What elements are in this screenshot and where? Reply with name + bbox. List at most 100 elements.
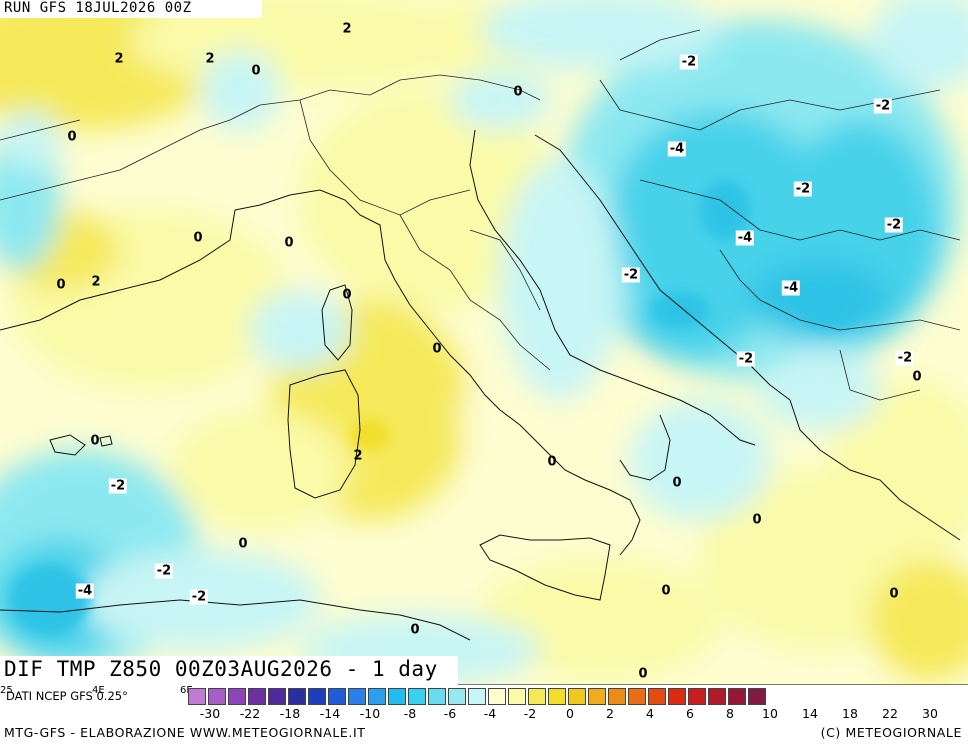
isoline-label: -2 [621, 267, 641, 283]
isoline-label: 0 [410, 622, 420, 638]
isoline-label: 0 [513, 84, 523, 100]
color-swatch [308, 688, 326, 705]
isoline-label: -4 [781, 280, 801, 296]
isoline-label: 0 [752, 512, 762, 528]
edge-label-25: 25 [0, 685, 13, 696]
isoline-label: -4 [735, 230, 755, 246]
color-scale-tick: -10 [359, 706, 381, 721]
anomaly-patches [0, 0, 968, 685]
color-swatch [208, 688, 226, 705]
isoline-label: -4 [667, 141, 687, 157]
edge-label-6e: 6E [180, 685, 193, 696]
isoline-label: 0 [432, 341, 442, 357]
isoline-label: 0 [238, 536, 248, 552]
isoline-label: 0 [912, 369, 922, 385]
coastlines [0, 129, 961, 641]
isoline-label: -2 [793, 181, 813, 197]
isoline-label: -2 [895, 350, 915, 366]
anomaly-cores [0, 35, 865, 635]
isoline-label: 0 [90, 433, 100, 449]
edge-label-4e: 4E [92, 685, 105, 696]
color-scale-tick: -4 [483, 706, 497, 721]
isoline-label: 0 [67, 129, 77, 145]
isoline-label: 2 [353, 448, 363, 464]
color-scale-tick: 22 [882, 706, 898, 721]
footer-credit: MTG-GFS - ELABORAZIONE WWW.METEOGIORNALE… [4, 725, 366, 740]
color-scale-tick: 30 [922, 706, 938, 721]
color-swatch [608, 688, 626, 705]
run-label: RUN GFS 18JUL2026 00Z [4, 0, 192, 16]
source-label: DATI NCEP GFS 0.25° [6, 689, 128, 703]
color-scale-tick: -22 [239, 706, 261, 721]
isoline-label: 2 [342, 21, 352, 37]
color-swatch [408, 688, 426, 705]
color-scale-tick: 6 [686, 706, 694, 721]
run-info-box: RUN GFS 18JUL2026 00Z [0, 0, 262, 18]
color-swatch [568, 688, 586, 705]
isoline-label: 2 [205, 51, 215, 67]
color-swatch [288, 688, 306, 705]
isoline-label: 0 [342, 287, 352, 303]
color-scale-tick: -8 [403, 706, 417, 721]
borders [0, 29, 961, 401]
color-scale-tick: 14 [802, 706, 818, 721]
color-swatch [188, 688, 206, 705]
isoline-label: -2 [736, 351, 756, 367]
isoline-label: -2 [884, 217, 904, 233]
isoline-label: 0 [638, 666, 648, 682]
footer-copyright: (C) METEOGIORNALE [820, 725, 962, 740]
color-swatch [548, 688, 566, 705]
color-swatch [588, 688, 606, 705]
color-swatch [708, 688, 726, 705]
isoline-label: -4 [75, 583, 95, 599]
isoline-label: 0 [889, 586, 899, 602]
isoline-label: 0 [56, 277, 66, 293]
isoline-label: 0 [547, 454, 557, 470]
isoline-label: 0 [661, 583, 671, 599]
color-swatch [748, 688, 766, 705]
anomaly-field [0, 0, 968, 685]
color-swatch [508, 688, 526, 705]
color-scale-tick: -2 [523, 706, 537, 721]
isoline-label: -2 [108, 478, 128, 494]
temperature-anomaly-map: 2 2 0 2 0 0 0 0 0 2 0 0 2 0 0 -2 0 -2 -4… [0, 0, 968, 685]
color-swatch [348, 688, 366, 705]
color-swatch [668, 688, 686, 705]
isoline-label: -2 [189, 589, 209, 605]
isoline-label: 0 [284, 235, 294, 251]
color-swatch [268, 688, 286, 705]
color-swatch [448, 688, 466, 705]
color-swatch [428, 688, 446, 705]
color-swatch [468, 688, 486, 705]
color-swatch [228, 688, 246, 705]
color-swatch [388, 688, 406, 705]
color-scale-tick: 10 [762, 706, 778, 721]
color-swatch [368, 688, 386, 705]
color-swatch [328, 688, 346, 705]
map-title: DIF TMP Z850 00Z03AUG2026 - 1 day [4, 657, 438, 681]
color-swatch [688, 688, 706, 705]
color-scale-tick: 4 [646, 706, 654, 721]
color-swatch [488, 688, 506, 705]
isoline-label: -2 [873, 98, 893, 114]
color-scale-tick: 18 [842, 706, 858, 721]
color-swatch [248, 688, 266, 705]
isoline-label: 2 [91, 274, 101, 290]
isoline-label: 0 [193, 230, 203, 246]
isoline-label: 2 [114, 51, 124, 67]
color-scale-tick: 2 [606, 706, 614, 721]
color-scale-tick: -14 [319, 706, 341, 721]
color-swatch [528, 688, 546, 705]
isoline-label: -2 [154, 563, 174, 579]
isoline-label: 0 [672, 475, 682, 491]
color-swatch [648, 688, 666, 705]
color-scale-tick: -18 [279, 706, 301, 721]
color-swatch [728, 688, 746, 705]
color-scale-tick: -6 [443, 706, 457, 721]
isoline-label: 0 [251, 63, 261, 79]
isoline-label: -2 [679, 54, 699, 70]
color-swatch [628, 688, 646, 705]
color-scale [188, 688, 768, 705]
color-scale-tick: -30 [199, 706, 221, 721]
color-scale-tick: 0 [566, 706, 574, 721]
